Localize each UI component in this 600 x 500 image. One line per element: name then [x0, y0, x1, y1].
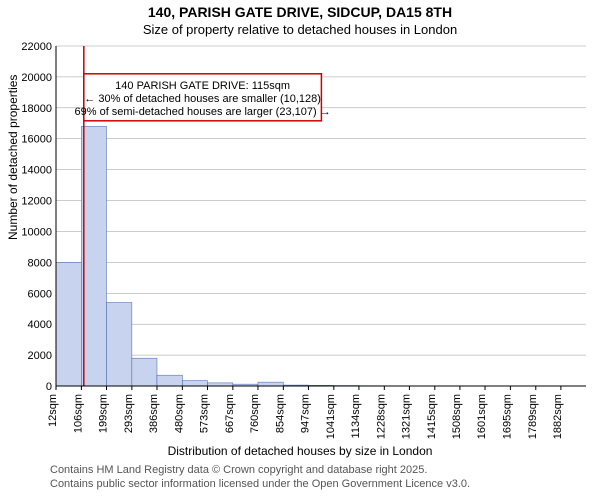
y-tick-label: 0: [46, 381, 52, 393]
y-tick-label: 10000: [21, 226, 52, 238]
footer-line-1: Contains HM Land Registry data © Crown c…: [50, 464, 427, 476]
y-tick-label: 14000: [21, 165, 52, 177]
x-tick-label: 760sqm: [249, 394, 261, 433]
histogram-bar: [132, 358, 157, 386]
x-tick-label: 1789sqm: [527, 394, 539, 439]
y-tick-label: 8000: [28, 257, 52, 269]
histogram-bar: [56, 262, 81, 386]
x-tick-label: 1134sqm: [350, 394, 362, 438]
y-tick-label: 16000: [21, 134, 52, 146]
histogram-chart: 0 2000 4000 6000 8000 10000 12000 14000 16000 180…: [0, 0, 600, 460]
histogram-bar: [182, 381, 207, 386]
x-axis-label: Distribution of detached houses by size …: [0, 444, 600, 458]
x-tick-label: 1695sqm: [501, 394, 513, 439]
histogram-bar: [157, 375, 182, 386]
x-tick-label: 386sqm: [148, 394, 160, 433]
x-tick-label: 854sqm: [274, 394, 286, 433]
x-tick-label: 1882sqm: [552, 394, 564, 439]
x-tick-label: 199sqm: [97, 394, 109, 433]
x-tick-label: 947sqm: [299, 394, 311, 433]
x-tick-label: 667sqm: [224, 394, 236, 433]
y-tick-label: 22000: [21, 41, 52, 53]
x-tick-label: 1041sqm: [325, 394, 337, 439]
x-tick-label: 106sqm: [72, 394, 84, 433]
x-tick-label: 1601sqm: [476, 394, 488, 439]
y-tick-label: 2000: [28, 350, 52, 362]
x-tick-label: 12sqm: [47, 394, 59, 427]
x-tick-label: 1508sqm: [451, 394, 463, 439]
x-tick-label: 1415sqm: [426, 394, 438, 439]
y-tick-label: 4000: [28, 319, 52, 331]
x-tick-label: 1321sqm: [400, 394, 412, 439]
annotation-line: 69% of semi-detached houses are larger (…: [75, 106, 331, 118]
histogram-bar: [258, 382, 283, 386]
x-tick-label: 480sqm: [173, 394, 185, 433]
figure: { "title": "140, PARISH GATE DRIVE, SIDC…: [0, 0, 600, 500]
y-tick-label: 6000: [28, 288, 52, 300]
annotation-line: 140 PARISH GATE DRIVE: 115sqm: [115, 80, 290, 92]
x-tick-label: 293sqm: [123, 394, 135, 433]
footer-line-2: Contains public sector information licen…: [50, 478, 470, 490]
annotation-line: ← 30% of detached houses are smaller (10…: [84, 93, 321, 105]
y-tick-label: 20000: [21, 72, 52, 84]
y-tick-label: 18000: [21, 103, 52, 115]
histogram-bar: [106, 303, 131, 386]
y-tick-label: 12000: [21, 196, 52, 208]
x-tick-label: 573sqm: [198, 394, 210, 433]
x-tick-label: 1228sqm: [375, 394, 387, 439]
histogram-bar: [81, 126, 106, 386]
